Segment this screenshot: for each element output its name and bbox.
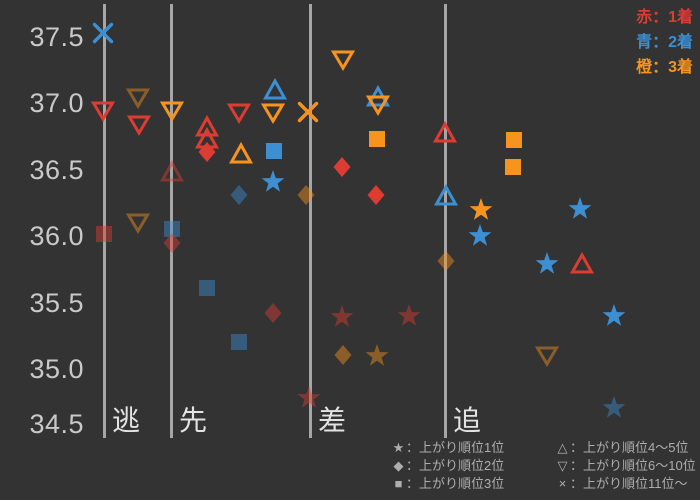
marker-diamond-orange bbox=[437, 251, 455, 271]
marker-tri-down-orange bbox=[260, 103, 286, 124]
marker-legend-item-diamond: ◆ ：上がり順位2位 bbox=[391, 457, 505, 475]
marker-tri-up-red bbox=[569, 251, 595, 274]
region-line bbox=[103, 4, 106, 438]
marker-square-orange bbox=[505, 159, 521, 175]
region-line bbox=[309, 4, 312, 438]
marker-tri-up-red bbox=[159, 159, 185, 182]
y-tick-label: 37.0 bbox=[29, 88, 84, 118]
marker-square-blue bbox=[199, 280, 215, 296]
diamond-icon: ◆ bbox=[393, 458, 404, 473]
marker-tri-up-blue bbox=[262, 77, 288, 100]
marker-star-orange bbox=[365, 344, 389, 366]
marker-tri-down-red bbox=[226, 103, 252, 124]
marker-star-red bbox=[397, 304, 421, 326]
marker-star-blue bbox=[602, 304, 626, 326]
y-tick-label: 36.5 bbox=[29, 155, 84, 185]
marker-tri-up-orange bbox=[228, 141, 254, 164]
marker-star-blue bbox=[535, 252, 559, 274]
marker-diamond-red bbox=[163, 233, 181, 253]
marker-square-blue bbox=[266, 143, 282, 159]
marker-star-red bbox=[330, 305, 354, 327]
marker-tri-down-orange bbox=[534, 346, 560, 367]
marker-tri-down-orange bbox=[365, 95, 391, 116]
y-tick-label: 36.0 bbox=[29, 221, 84, 251]
triangle-down-icon: ▽ bbox=[557, 458, 568, 473]
marker-star-blue bbox=[602, 396, 626, 418]
marker-star-orange bbox=[469, 198, 493, 220]
region-line bbox=[444, 4, 447, 438]
triangle-up-icon: △ bbox=[557, 440, 568, 455]
marker-tri-down-orange bbox=[125, 88, 151, 109]
marker-legend-item-triangle-up: △ ：上がり順位4〜5位 bbox=[555, 439, 696, 457]
marker-legend-column-1: ★ ：上がり順位1位 ◆ ：上がり順位2位 ■ ：上がり順位3位 bbox=[391, 439, 505, 493]
y-tick-label: 35.5 bbox=[29, 288, 84, 318]
marker-tri-down-orange bbox=[125, 213, 151, 234]
marker-diamond-red bbox=[367, 185, 385, 205]
marker-diamond-red bbox=[198, 142, 216, 162]
marker-tri-down-red bbox=[126, 115, 152, 136]
marker-tri-down-orange bbox=[330, 50, 356, 71]
region-label-oikomi: 追 bbox=[453, 405, 482, 436]
marker-legend-column-2: △ ：上がり順位4〜5位 ▽ ：上がり順位6〜10位 × ：上がり順位11位〜 bbox=[555, 439, 696, 493]
marker-legend-item-square: ■ ：上がり順位3位 bbox=[391, 475, 505, 493]
y-tick-label: 35.0 bbox=[29, 354, 84, 384]
marker-legend-item-x: × ：上がり順位11位〜 bbox=[555, 475, 696, 493]
marker-tri-up-red bbox=[194, 114, 220, 137]
marker-tri-down-red bbox=[90, 101, 116, 122]
region-label-sashi: 差 bbox=[318, 405, 347, 436]
marker-star-red bbox=[297, 386, 321, 408]
marker-legend-item-star: ★ ：上がり順位1位 bbox=[392, 440, 505, 455]
region-label-nige: 逃 bbox=[112, 405, 141, 436]
marker-tri-down-orange bbox=[159, 101, 185, 122]
marker-x-blue bbox=[92, 22, 114, 44]
marker-x-orange bbox=[297, 101, 319, 123]
marker-square-orange bbox=[369, 131, 385, 147]
marker-tri-up-blue bbox=[433, 183, 459, 206]
star-icon: ★ bbox=[392, 440, 405, 455]
marker-square-blue bbox=[164, 221, 180, 237]
marker-diamond-blue bbox=[230, 185, 248, 205]
y-tick-label: 37.5 bbox=[29, 22, 84, 52]
marker-square-blue bbox=[231, 334, 247, 350]
marker-tri-up-red bbox=[432, 120, 458, 143]
marker-legend-item-triangle-down: ▽ ：上がり順位6〜10位 bbox=[555, 457, 696, 475]
region-label-senko: 先 bbox=[179, 405, 208, 436]
marker-star-blue bbox=[261, 170, 285, 192]
square-icon: ■ bbox=[394, 476, 403, 491]
finish-legend-item-orange: 橙：3着 bbox=[636, 59, 693, 76]
finish-legend-item-blue: 青：2着 bbox=[636, 34, 693, 51]
marker-star-blue bbox=[468, 224, 492, 246]
marker-diamond-red bbox=[333, 157, 351, 177]
marker-square-red bbox=[96, 226, 112, 242]
finish-legend: 赤：1着 青：2着 橙：3着 bbox=[636, 5, 693, 80]
marker-square-orange bbox=[506, 132, 522, 148]
finish-legend-item-red: 赤：1着 bbox=[636, 9, 693, 26]
marker-diamond-red bbox=[264, 303, 282, 323]
marker-diamond-orange bbox=[334, 345, 352, 365]
marker-star-blue bbox=[568, 197, 592, 219]
x-icon: × bbox=[558, 476, 567, 491]
region-line bbox=[170, 4, 173, 438]
marker-diamond-orange bbox=[297, 185, 315, 205]
y-tick-label: 34.5 bbox=[29, 409, 84, 439]
